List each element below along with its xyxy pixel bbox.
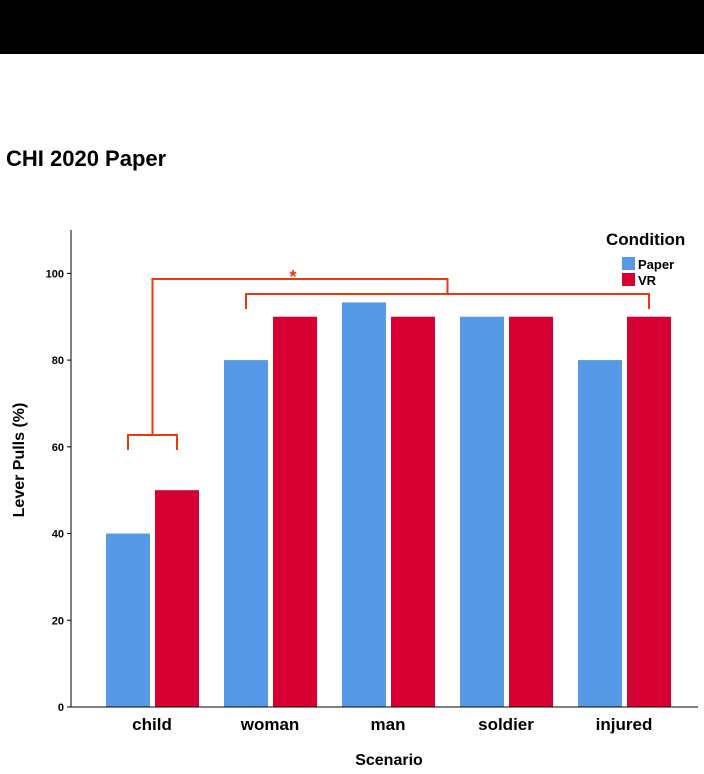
significance-brackets: * [127,267,650,450]
y-tick-label: 100 [46,268,64,280]
legend-swatch-paper [622,257,635,270]
x-tick-label-child: child [132,715,172,734]
bar-vr-soldier [509,316,553,707]
bar-vr-woman [273,316,317,707]
bar-vr-injured [627,316,671,707]
y-axis: 0 20 40 60 80 100 [46,230,72,714]
page-title: CHI 2020 Paper [6,146,167,171]
x-tick-label-soldier: soldier [478,715,534,734]
bars-group [106,302,671,707]
y-tick-label: 20 [52,615,64,627]
bar-vr-man [391,316,435,707]
bracket-child [127,434,178,450]
bracket-connector [151,278,449,435]
legend-label-vr: VR [638,273,657,288]
bar-paper-soldier [460,316,504,707]
x-axis: child woman man soldier injured [71,706,698,734]
bar-paper-man [342,302,386,707]
top-black-bar [0,0,704,54]
bar-paper-injured [578,360,622,707]
y-tick-label: 40 [52,529,64,541]
legend-swatch-vr [622,273,635,286]
bracket-other-scenarios [245,293,650,309]
significance-star: * [289,267,296,287]
bar-paper-child [106,533,150,707]
x-tick-label-injured: injured [596,715,653,734]
x-tick-label-woman: woman [240,715,300,734]
y-tick-label: 80 [52,355,64,367]
x-axis-label: Scenario [355,752,423,769]
y-axis-label: Lever Pulls (%) [11,403,28,518]
legend-label-paper: Paper [638,257,674,272]
y-tick-label: 60 [52,442,64,454]
bar-paper-woman [224,360,268,707]
bar-vr-child [155,490,199,707]
y-tick-label: 0 [58,702,64,714]
x-tick-label-man: man [371,715,406,734]
legend-title: Condition [606,230,685,249]
